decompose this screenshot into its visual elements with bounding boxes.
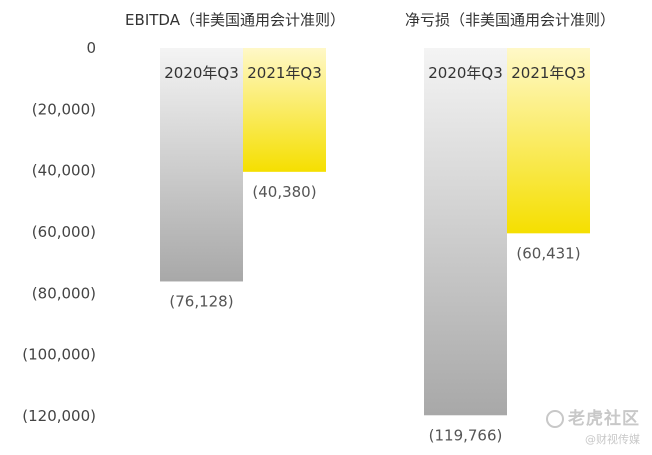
panel-2: 净亏损（非美国通用会计准则） 2020年Q3 (119,766) 2021年Q3 (60… — [405, 11, 615, 444]
bar — [243, 48, 326, 172]
panel-title: 净亏损（非美国通用会计准则） — [405, 11, 615, 29]
bar-category-label: 2020年Q3 — [428, 64, 503, 82]
data-label: (40,380) — [252, 183, 316, 201]
data-label: (60,431) — [516, 244, 580, 262]
y-tick-label: (80,000) — [32, 284, 96, 302]
data-label: (76,128) — [169, 292, 233, 310]
bar-category-label: 2020年Q3 — [164, 64, 239, 82]
y-tick-label: (120,000) — [22, 407, 96, 425]
watermark-sub: @财视传媒 — [585, 433, 640, 446]
y-tick-label: (60,000) — [32, 223, 96, 241]
y-tick-label: (40,000) — [32, 162, 96, 180]
y-tick-label: 0 — [86, 39, 96, 57]
tiger-logo-icon — [546, 410, 564, 428]
bar — [160, 48, 243, 282]
panels: EBITDA（非美国通用会计准则） 2020年Q3 (76,128) 2021年Q3 (… — [125, 11, 615, 444]
panel-1: EBITDA（非美国通用会计准则） 2020年Q3 (76,128) 2021年Q3 (… — [125, 11, 345, 310]
bar — [507, 48, 590, 234]
bar-category-label: 2021年Q3 — [511, 64, 586, 82]
panel-title: EBITDA（非美国通用会计准则） — [125, 11, 345, 29]
y-tick-label: (20,000) — [32, 100, 96, 118]
watermark-main: 老虎社区 — [568, 409, 640, 429]
y-tick-label: (100,000) — [22, 346, 96, 364]
data-label: (119,766) — [429, 426, 503, 444]
bar — [424, 48, 507, 416]
bar-category-label: 2021年Q3 — [247, 64, 322, 82]
y-axis: 0 (20,000) (40,000) (60,000) (80,000) (100,00… — [22, 39, 96, 425]
watermark: 老虎社区 @财视传媒 — [546, 404, 640, 447]
